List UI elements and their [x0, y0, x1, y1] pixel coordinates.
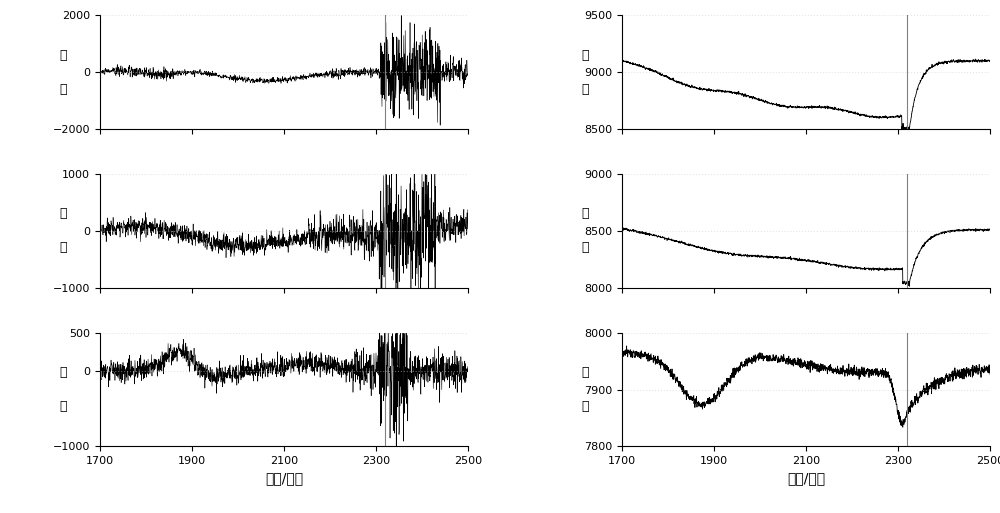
Text: 幅: 幅: [59, 49, 67, 62]
X-axis label: 时间/毫秒: 时间/毫秒: [265, 471, 303, 486]
Text: 幅: 幅: [582, 49, 589, 62]
Text: 幅: 幅: [582, 207, 589, 221]
Text: 度: 度: [59, 241, 67, 254]
Text: 度: 度: [59, 400, 67, 413]
Text: 幅: 幅: [582, 366, 589, 379]
Text: 度: 度: [59, 83, 67, 95]
Text: 幅: 幅: [59, 207, 67, 221]
X-axis label: 时间/毫秒: 时间/毫秒: [787, 471, 825, 486]
Text: 度: 度: [582, 241, 589, 254]
Text: 度: 度: [582, 400, 589, 413]
Text: 度: 度: [582, 83, 589, 95]
Text: 幅: 幅: [59, 366, 67, 379]
